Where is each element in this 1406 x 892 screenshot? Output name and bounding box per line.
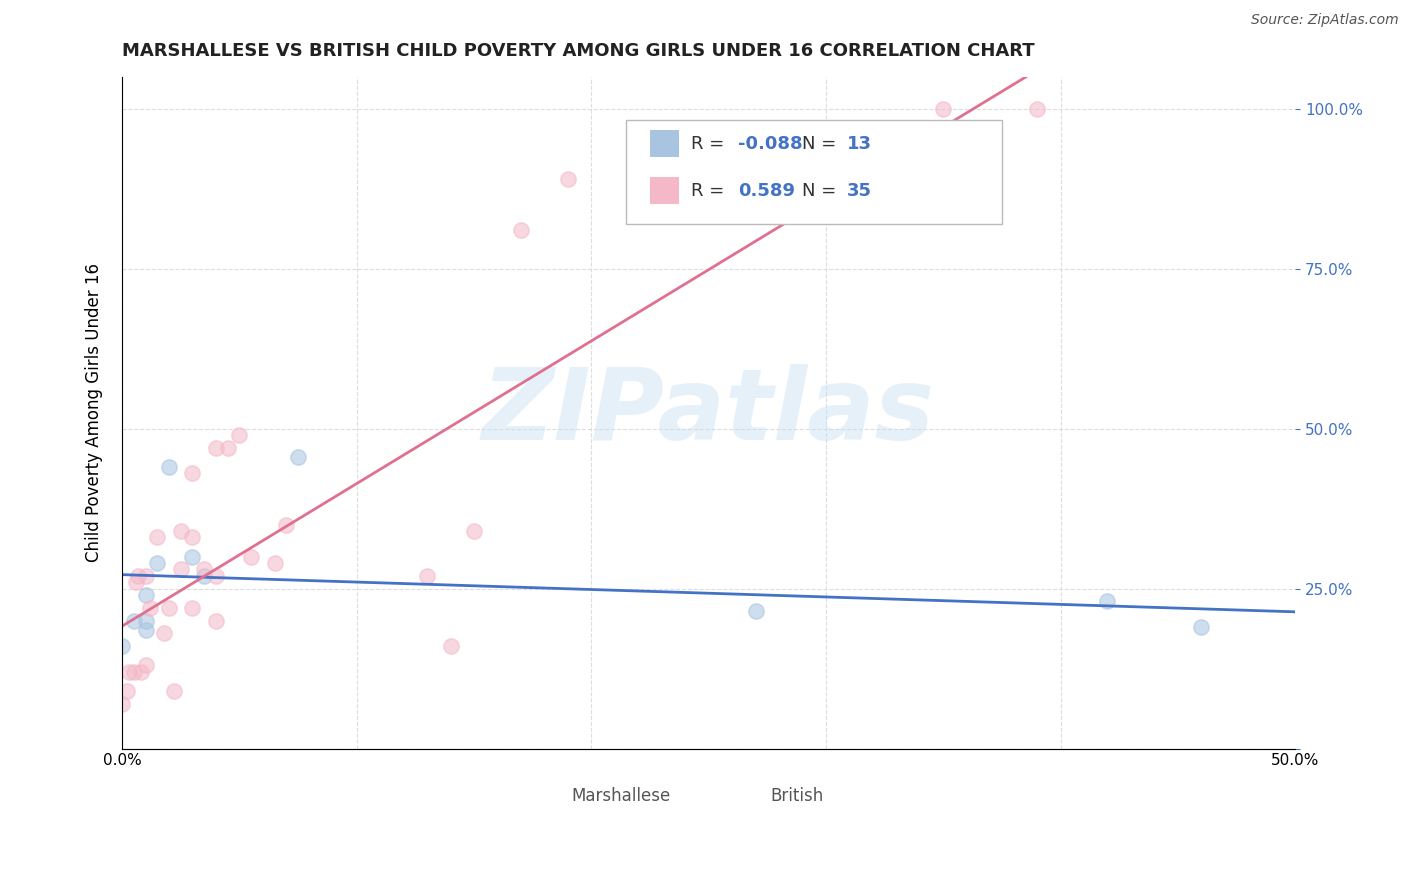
Point <box>193 568 215 582</box>
Point <box>1097 594 1119 608</box>
Point <box>557 172 579 186</box>
Point <box>127 568 149 582</box>
Point <box>122 665 145 679</box>
Point <box>1026 102 1049 116</box>
Point <box>439 639 461 653</box>
Point <box>276 517 298 532</box>
Text: 0.589: 0.589 <box>738 182 794 200</box>
Text: 13: 13 <box>846 135 872 153</box>
Text: ZIPatlas: ZIPatlas <box>482 364 935 461</box>
Point <box>509 223 531 237</box>
Point <box>205 568 228 582</box>
Point <box>134 658 156 673</box>
Point <box>181 549 204 564</box>
Point <box>193 562 215 576</box>
FancyBboxPatch shape <box>650 178 679 204</box>
Point <box>153 626 176 640</box>
Point <box>122 614 145 628</box>
Text: British: British <box>770 787 823 805</box>
Text: Marshallese: Marshallese <box>571 787 671 805</box>
FancyBboxPatch shape <box>562 783 592 809</box>
Point <box>932 102 955 116</box>
Text: 35: 35 <box>846 182 872 200</box>
Point <box>240 549 263 564</box>
FancyBboxPatch shape <box>734 783 763 809</box>
Point <box>129 665 152 679</box>
FancyBboxPatch shape <box>627 120 1002 225</box>
Point <box>416 568 439 582</box>
Point <box>170 524 193 538</box>
Text: N =: N = <box>803 135 842 153</box>
Text: MARSHALLESE VS BRITISH CHILD POVERTY AMONG GIRLS UNDER 16 CORRELATION CHART: MARSHALLESE VS BRITISH CHILD POVERTY AMO… <box>122 42 1035 60</box>
Point <box>228 428 250 442</box>
Point <box>139 600 162 615</box>
Point <box>115 684 138 698</box>
Point <box>181 467 204 481</box>
Point <box>134 588 156 602</box>
Point <box>744 604 766 618</box>
Point <box>181 600 204 615</box>
Point <box>111 697 134 711</box>
Point <box>134 568 156 582</box>
Text: N =: N = <box>803 182 842 200</box>
Point <box>134 623 156 637</box>
Text: Source: ZipAtlas.com: Source: ZipAtlas.com <box>1251 13 1399 28</box>
Point <box>181 530 204 544</box>
Point <box>170 562 193 576</box>
Point <box>205 614 228 628</box>
Text: R =: R = <box>690 135 730 153</box>
Point <box>111 639 134 653</box>
Point <box>217 441 239 455</box>
Point <box>146 556 169 570</box>
Point <box>463 524 485 538</box>
Point <box>163 684 186 698</box>
Text: -0.088: -0.088 <box>738 135 803 153</box>
Point <box>263 556 285 570</box>
Point <box>157 460 180 475</box>
Point <box>146 530 169 544</box>
Point <box>134 614 156 628</box>
Text: R =: R = <box>690 182 735 200</box>
FancyBboxPatch shape <box>650 130 679 157</box>
Point <box>125 575 148 590</box>
Point <box>157 600 180 615</box>
Point <box>118 665 141 679</box>
Point <box>205 441 228 455</box>
Point <box>287 450 309 465</box>
Y-axis label: Child Poverty Among Girls Under 16: Child Poverty Among Girls Under 16 <box>86 263 103 562</box>
Point <box>1189 620 1212 634</box>
